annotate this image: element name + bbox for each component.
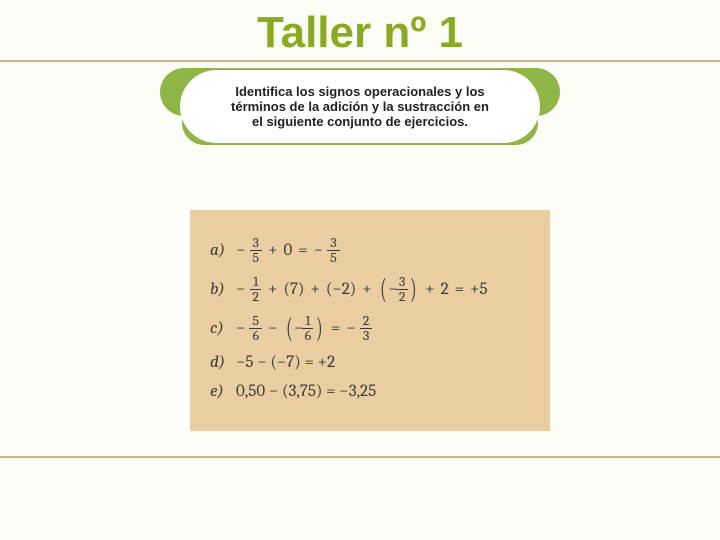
exercise-label: c) [210, 319, 236, 338]
exercise-d: d) −5 − (−7) = +2 [210, 353, 530, 372]
paren-open-icon: ( [380, 280, 386, 300]
paren-open-icon: ( [286, 319, 292, 339]
plus-sign: + [362, 280, 371, 299]
paren-group: (−2) [326, 280, 356, 299]
denominator: 6 [249, 329, 262, 343]
exercise-c: c) − 5 6 − ( − 1 6 ) = − 2 3 [210, 314, 530, 343]
fraction: 3 5 [327, 236, 340, 265]
plus-sign: + [425, 280, 434, 299]
bottom-rule [0, 456, 720, 458]
fraction: 3 2 [396, 275, 409, 304]
denominator: 5 [249, 251, 262, 265]
denominator: 5 [327, 251, 340, 265]
page-title: Taller nº 1 [0, 0, 720, 62]
equals-sign: = [331, 319, 340, 338]
paren-group: (7) [283, 280, 304, 299]
instruction-cloud-wrap: Identifica los signos operacionales y lo… [0, 70, 720, 143]
equals-sign: = [298, 241, 307, 260]
fraction: 5 6 [249, 314, 262, 343]
minus-sign: − [236, 280, 245, 299]
exercise-label: d) [210, 353, 236, 372]
minus-sign: − [314, 241, 323, 260]
exercise-label: b) [210, 280, 236, 299]
instruction-line-1: Identifica los signos operacionales y lo… [204, 84, 516, 99]
fraction: 1 6 [302, 314, 315, 343]
exercise-e: e) 0,50 − (3,75) = −3,25 [210, 382, 530, 401]
equals-sign: = [455, 280, 464, 299]
plus-sign: + [310, 280, 319, 299]
denominator: 6 [302, 329, 315, 343]
denominator: 2 [396, 290, 409, 304]
paren-close-icon: ) [411, 280, 417, 300]
exercise-label: a) [210, 241, 236, 260]
plus-sign: + [268, 241, 277, 260]
result: +5 [470, 280, 488, 299]
denominator: 2 [249, 290, 262, 304]
paren-close-icon: ) [316, 319, 322, 339]
exercise-box: a) − 3 5 + 0 = − 3 5 b) − 1 2 + ( [190, 210, 550, 431]
expression: −5 − (−7) = +2 [236, 353, 335, 372]
instruction-cloud: Identifica los signos operacionales y lo… [180, 70, 540, 143]
exercise-a: a) − 3 5 + 0 = − 3 5 [210, 236, 530, 265]
zero: 0 [284, 241, 293, 260]
fraction: 3 5 [249, 236, 262, 265]
expression: 0,50 − (3,75) = −3,25 [236, 382, 376, 401]
instruction-line-3: el siguiente conjunto de ejercicios. [204, 114, 516, 129]
denominator: 3 [360, 329, 372, 343]
big-paren-group: ( − 3 2 ) [378, 275, 419, 304]
minus-sign: − [268, 319, 277, 338]
instruction-line-2: términos de la adición y la sustracción … [204, 99, 516, 114]
fraction: 1 2 [249, 275, 262, 304]
fraction: 2 3 [360, 314, 373, 343]
big-paren-group: ( − 1 6 ) [284, 314, 325, 343]
minus-sign: − [236, 241, 245, 260]
exercise-b: b) − 1 2 + (7) + (−2) + ( − 3 2 ) + 2 [210, 275, 530, 304]
plus-sign: + [268, 280, 277, 299]
minus-sign: − [346, 319, 355, 338]
minus-sign: − [236, 319, 245, 338]
number: 2 [441, 280, 449, 299]
exercise-label: e) [210, 382, 236, 401]
